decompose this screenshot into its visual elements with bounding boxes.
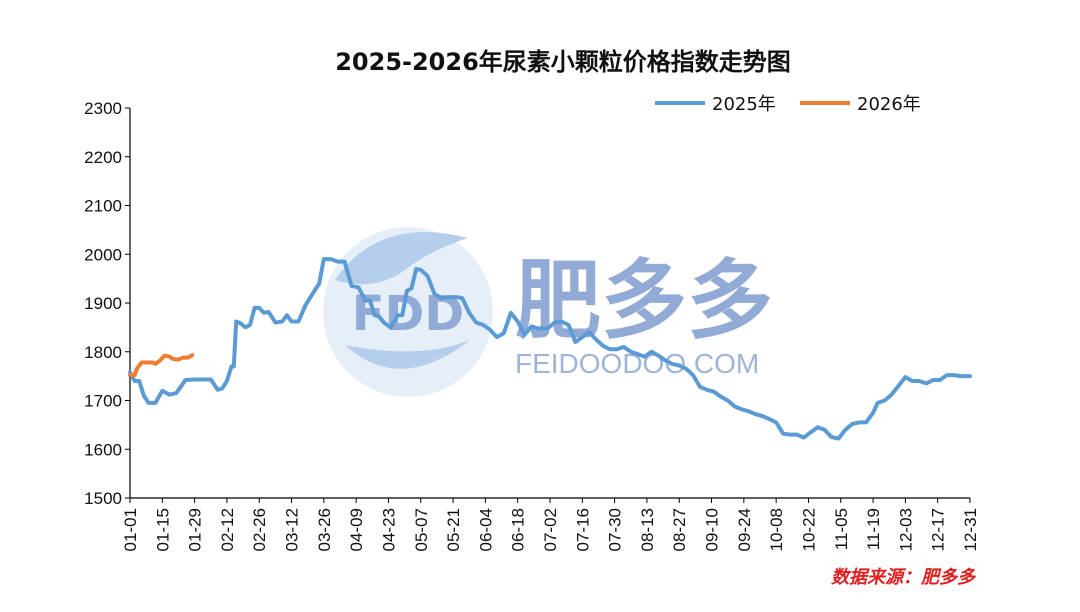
x-tick-label: 06-04 [476,508,495,551]
plot-area [128,257,972,441]
x-tick-label: 11-19 [864,508,883,550]
x-tick-label: 09-24 [735,508,754,551]
x-tick-label: 02-12 [218,508,237,551]
x-tick-label: 12-03 [896,508,915,551]
x-tick-label: 09-10 [703,508,722,551]
y-tick-label: 1900 [84,294,122,313]
x-tick-label: 10-08 [767,508,786,551]
x-tick-label: 12-17 [929,508,948,551]
x-tick-label: 07-02 [541,508,560,551]
x-tick-label: 08-13 [638,508,657,551]
x-tick-label: 08-27 [670,508,689,551]
chart-title: 2025-2026年尿素小颗粒价格指数走势图 [335,48,791,76]
y-tick-label: 2300 [84,99,122,118]
y-tick-label: 1700 [84,392,122,411]
x-tick-label: 03-26 [315,508,334,551]
series-line-2025 [128,257,972,441]
y-tick-label: 2000 [84,245,122,264]
y-tick-label: 1600 [84,440,122,459]
legend: 2025年 2026年 [655,94,921,115]
watermark: FDD 肥多多 FEIDOODOO.COM [323,227,773,397]
x-tick-label: 05-07 [412,508,431,551]
x-tick-label: 06-18 [509,508,528,551]
y-tick-label: 1800 [84,343,122,362]
x-tick-label: 02-26 [250,508,269,551]
x-tick-label: 01-29 [186,508,205,551]
x-tick-label: 11-05 [832,508,851,550]
x-tick-label: 01-15 [153,508,172,551]
x-tick-label: 03-12 [283,508,302,551]
x-tick-label: 10-22 [799,508,818,551]
x-tick-label: 07-16 [573,508,592,551]
axes: 1500 1600 1700 1800 1900 2000 2100 2200 2300 01-0… [84,99,980,551]
x-tick-label: 01-01 [121,508,140,551]
x-tick-label: 07-30 [606,508,625,551]
x-tick-label: 05-21 [444,508,463,551]
watermark-brand: 肥多多 [515,251,773,351]
x-tick-label: 04-23 [379,508,398,551]
y-tick-label: 2100 [84,197,122,216]
series-line-2026 [128,353,195,378]
legend-label-2026: 2026年 [857,94,921,115]
y-tick-label: 2200 [84,148,122,167]
y-tick-label: 1500 [84,489,122,508]
data-source: 数据来源：肥多多 [831,567,977,588]
legend-label-2025: 2025年 [712,94,776,115]
x-tick-label: 12-31 [961,508,980,551]
x-tick-label: 04-09 [347,508,366,551]
